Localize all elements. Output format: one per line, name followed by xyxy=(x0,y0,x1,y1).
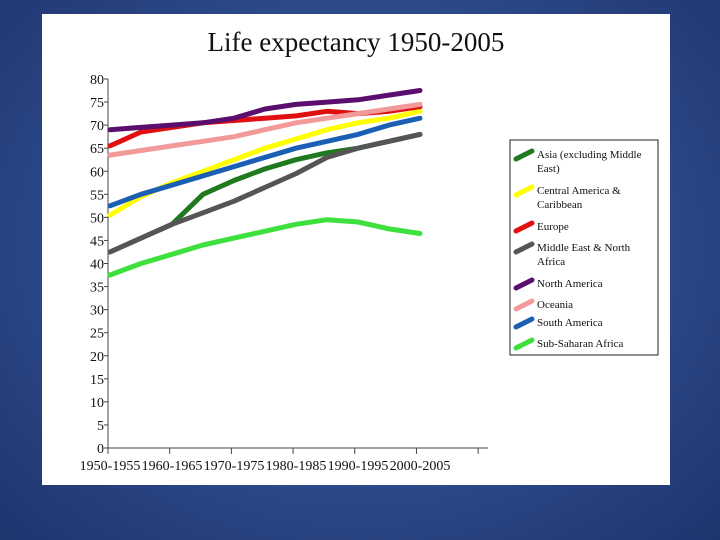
life-expectancy-chart: Life expectancy 1950-2005 0 5 10 15 20 25 30 35… xyxy=(80,27,659,474)
legend-label-2: Europe xyxy=(537,221,569,233)
y-tick-label: 5 xyxy=(97,419,104,434)
y-tick-label: 55 xyxy=(90,188,104,203)
y-tick-label: 25 xyxy=(90,327,104,342)
y-tick-label: 0 xyxy=(97,442,104,457)
x-tick-label: 1980-1985 xyxy=(266,459,327,474)
y-tick-label: 65 xyxy=(90,142,104,157)
chart-title: Life expectancy 1950-2005 xyxy=(208,27,505,57)
x-tick-label: 1990-1995 xyxy=(328,459,389,474)
legend-swatch-0 xyxy=(513,148,535,162)
y-tick-label: 75 xyxy=(90,96,104,111)
legend-swatch-5 xyxy=(513,298,535,312)
y-tick-label: 40 xyxy=(90,258,104,273)
legend-label-3: Middle East & North Africa xyxy=(537,242,631,268)
legend-label-6: South America xyxy=(537,317,603,329)
legend-label-5: Oceania xyxy=(537,299,573,311)
legend-label-line: South America xyxy=(537,317,603,329)
legend-label-line: Middle East & North xyxy=(537,242,631,254)
legend-swatch-1 xyxy=(513,184,535,198)
legend: Asia (excluding Middle East) Central Ameri… xyxy=(509,139,659,356)
legend-swatch-4 xyxy=(513,277,535,291)
legend-label-line: Africa xyxy=(537,256,565,268)
y-tick-label: 70 xyxy=(90,119,104,134)
series-line-3 xyxy=(107,131,423,255)
legend-label-line: North America xyxy=(537,278,603,290)
y-tick-label: 60 xyxy=(90,165,104,180)
legend-swatch-2 xyxy=(513,220,535,234)
y-tick-label: 35 xyxy=(90,281,104,296)
legend-label-line: Central America & xyxy=(537,185,621,197)
x-tick-label: 1960-1965 xyxy=(142,459,203,474)
legend-label-line: East) xyxy=(537,163,560,175)
x-tick-label: 1950-1955 xyxy=(80,459,141,474)
legend-swatch-3 xyxy=(513,241,535,255)
legend-box xyxy=(509,139,659,356)
y-tick-label: 45 xyxy=(90,234,104,249)
x-tick-label: 1970-1975 xyxy=(204,459,265,474)
series-line-5 xyxy=(107,101,423,158)
legend-label-line: Oceania xyxy=(537,299,573,311)
legend-label-7: Sub-Saharan Africa xyxy=(537,338,624,350)
chart-panel: Life expectancy 1950-2005 0 5 10 15 20 25 30 35… xyxy=(42,14,670,485)
series-lines xyxy=(107,88,423,278)
y-tick-label: 20 xyxy=(90,350,104,365)
x-tick-label: 2000-2005 xyxy=(390,459,451,474)
series-line-6 xyxy=(107,115,423,209)
y-tick-label: 15 xyxy=(90,373,104,388)
axes: 0 5 10 15 20 25 30 35 40 45 50 55 60 65 70 75 80 1950-195… xyxy=(80,73,488,474)
series-line-4 xyxy=(107,88,423,133)
y-tick-label: 80 xyxy=(90,73,104,88)
legend-label-line: Caribbean xyxy=(537,199,583,211)
legend-label-line: Sub-Saharan Africa xyxy=(537,338,624,350)
legend-label-line: Asia (excluding Middle xyxy=(537,149,642,161)
y-tick-label: 30 xyxy=(90,304,104,319)
legend-swatch-7 xyxy=(513,337,535,351)
legend-swatch-6 xyxy=(513,316,535,330)
legend-label-line: Europe xyxy=(537,221,569,233)
legend-label-1: Central America & Caribbean xyxy=(537,185,621,211)
legend-label-0: Asia (excluding Middle East) xyxy=(537,149,642,175)
series-line-7 xyxy=(107,217,423,278)
y-tick-label: 50 xyxy=(90,211,104,226)
series-line-0 xyxy=(107,131,423,255)
y-tick-label: 10 xyxy=(90,396,104,411)
legend-label-4: North America xyxy=(537,278,603,290)
